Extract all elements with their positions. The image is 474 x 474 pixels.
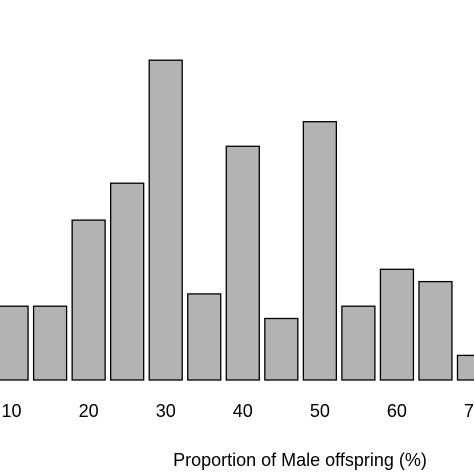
bar [110, 182, 145, 381]
bar [187, 293, 222, 381]
x-tick-label: 10 [2, 401, 22, 421]
bar [264, 317, 299, 381]
x-tick-label: 20 [79, 401, 99, 421]
bar [456, 354, 474, 381]
bar [341, 305, 376, 381]
bar [148, 59, 183, 381]
bar [225, 145, 260, 381]
bar [379, 268, 415, 381]
bar [0, 305, 29, 381]
bar [71, 219, 106, 381]
x-tick-label: 30 [156, 401, 176, 421]
x-tick-label: 70 [464, 401, 474, 421]
bar [418, 280, 453, 381]
x-tick-label: 40 [233, 401, 253, 421]
bar [302, 121, 338, 381]
bar [32, 305, 68, 381]
x-axis-label: Proportion of Male offspring (%) [173, 450, 427, 470]
x-tick-label: 50 [310, 401, 330, 421]
x-tick-label: 60 [387, 401, 407, 421]
